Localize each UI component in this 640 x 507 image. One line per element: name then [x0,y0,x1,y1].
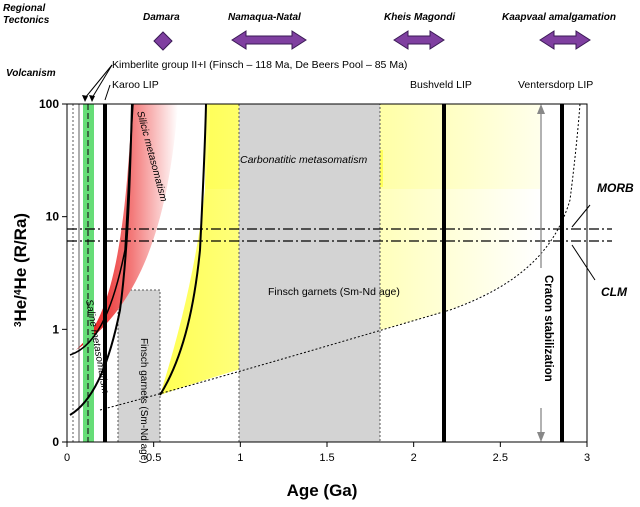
x-tick-label: 0 [64,452,70,464]
y-tick-label: 10 [46,210,60,224]
kimberlite-label: Kimberlite group II+I (Finsch – 118 Ma, … [112,59,407,71]
y-tick-label: 100 [39,97,59,111]
x-tick-label: 1.5 [319,452,334,464]
regional-tectonics-label: Regional Tectonics [3,3,50,26]
x-tick-label: 1 [237,452,243,464]
tectonic-events: Damara Namaqua-Natal Kheis Magondi Kaapv… [143,12,616,51]
kaapvaal-arrow [539,30,591,50]
carbonatitic-label: Carbonatitic metasomatism [240,154,367,166]
y-tick-label: 0 [52,435,59,449]
finsch-garnets-region-small [117,289,161,443]
evolution-curve-3 [159,103,207,396]
ventersdorp-label: Ventersdorp LIP [518,79,593,91]
evolution-curve-2 [69,103,134,356]
x-tick-label: 3 [584,452,590,464]
x-axis-label: Age (Ga) [287,481,358,500]
finsch-small-label: Finsch garnets (Sm-Nd age) [138,338,149,464]
damara-label: Damara [143,12,180,23]
namaqua-natal-arrow [231,30,307,50]
finsch-garnets-region-large [238,103,381,443]
craton-curve [99,103,581,411]
bushveld-label: Bushveld LIP [410,79,472,91]
y-tick-label: 1 [52,322,59,336]
finsch-large-label: Finsch garnets (Sm-Nd age) [268,286,400,298]
karoo-label: Karoo LIP [112,79,159,91]
damara-diamond [153,31,173,51]
volcanism-label: Volcanism [6,68,56,79]
craton-label: Craton stabilization [542,275,554,382]
morb-label: MORB [597,181,634,195]
x-axis: 0 0.5 1 1.5 2 2.5 3 [64,442,590,464]
volcanic-events: Kimberlite group II+I (Finsch – 118 Ma, … [82,59,593,102]
header-labels: Regional Tectonics Volcanism [3,3,56,79]
x-tick-label: 0.5 [146,452,161,464]
namaqua-natal-label: Namaqua-Natal [228,12,301,23]
kaapvaal-label: Kaapvaal amalgamation [502,12,616,23]
y-axis: 0 1 10 100 [39,97,67,449]
x-tick-label: 2 [411,452,417,464]
clm-label: CLM [601,285,628,299]
y-axis-label: 3He/4He (R/Ra) [11,213,30,327]
plot-area [66,103,612,443]
x-tick-label: 2.5 [493,452,508,464]
kheis-magondi-arrow [393,30,445,50]
saline-region [83,104,94,442]
kheis-magondi-label: Kheis Magondi [384,12,455,23]
